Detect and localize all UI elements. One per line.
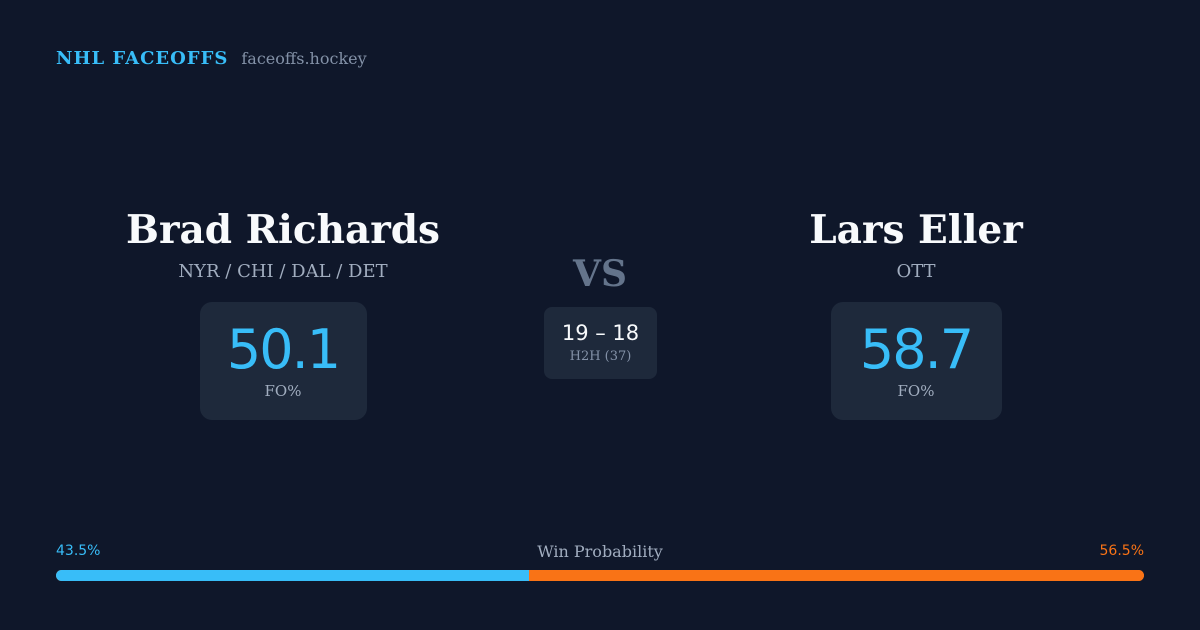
player-right-name: Lars Eller <box>809 207 1023 253</box>
vs-label: VS <box>573 253 627 295</box>
player-right-fo-pct: 58.7 <box>859 318 974 381</box>
player-right-fo-label: FO% <box>897 382 935 400</box>
player-left-stat-card: 50.1 FO% <box>199 302 367 420</box>
win-probability-bar <box>56 570 1144 581</box>
h2h-card: 19 – 18 H2H (37) <box>544 307 657 379</box>
player-left-fo-pct: 50.1 <box>226 318 341 381</box>
brand-header: NHL FACEOFFS faceoffs.hockey <box>56 48 367 69</box>
player-right-stat-card: 58.7 FO% <box>830 302 1002 420</box>
win-probability-right-label: 56.5% <box>1099 543 1144 559</box>
player-right: Lars Eller OTT 58.7 FO% <box>766 204 1066 420</box>
win-probability-fill-right <box>529 570 1144 581</box>
brand-name: NHL FACEOFFS <box>56 48 229 69</box>
h2h-label: H2H (37) <box>569 349 632 364</box>
player-left-fo-label: FO% <box>264 382 302 400</box>
player-left: Brad Richards NYR / CHI / DAL / DET 50.1… <box>126 204 440 420</box>
brand-domain: faceoffs.hockey <box>241 49 367 68</box>
win-probability-title: Win Probability <box>537 542 663 561</box>
h2h-score: 19 – 18 <box>561 321 640 345</box>
win-probability-fill-left <box>56 570 530 581</box>
player-right-teams: OTT <box>896 261 936 282</box>
win-probability-left-label: 43.5% <box>56 543 101 559</box>
player-left-teams: NYR / CHI / DAL / DET <box>178 261 388 282</box>
player-left-name: Brad Richards <box>126 207 440 253</box>
